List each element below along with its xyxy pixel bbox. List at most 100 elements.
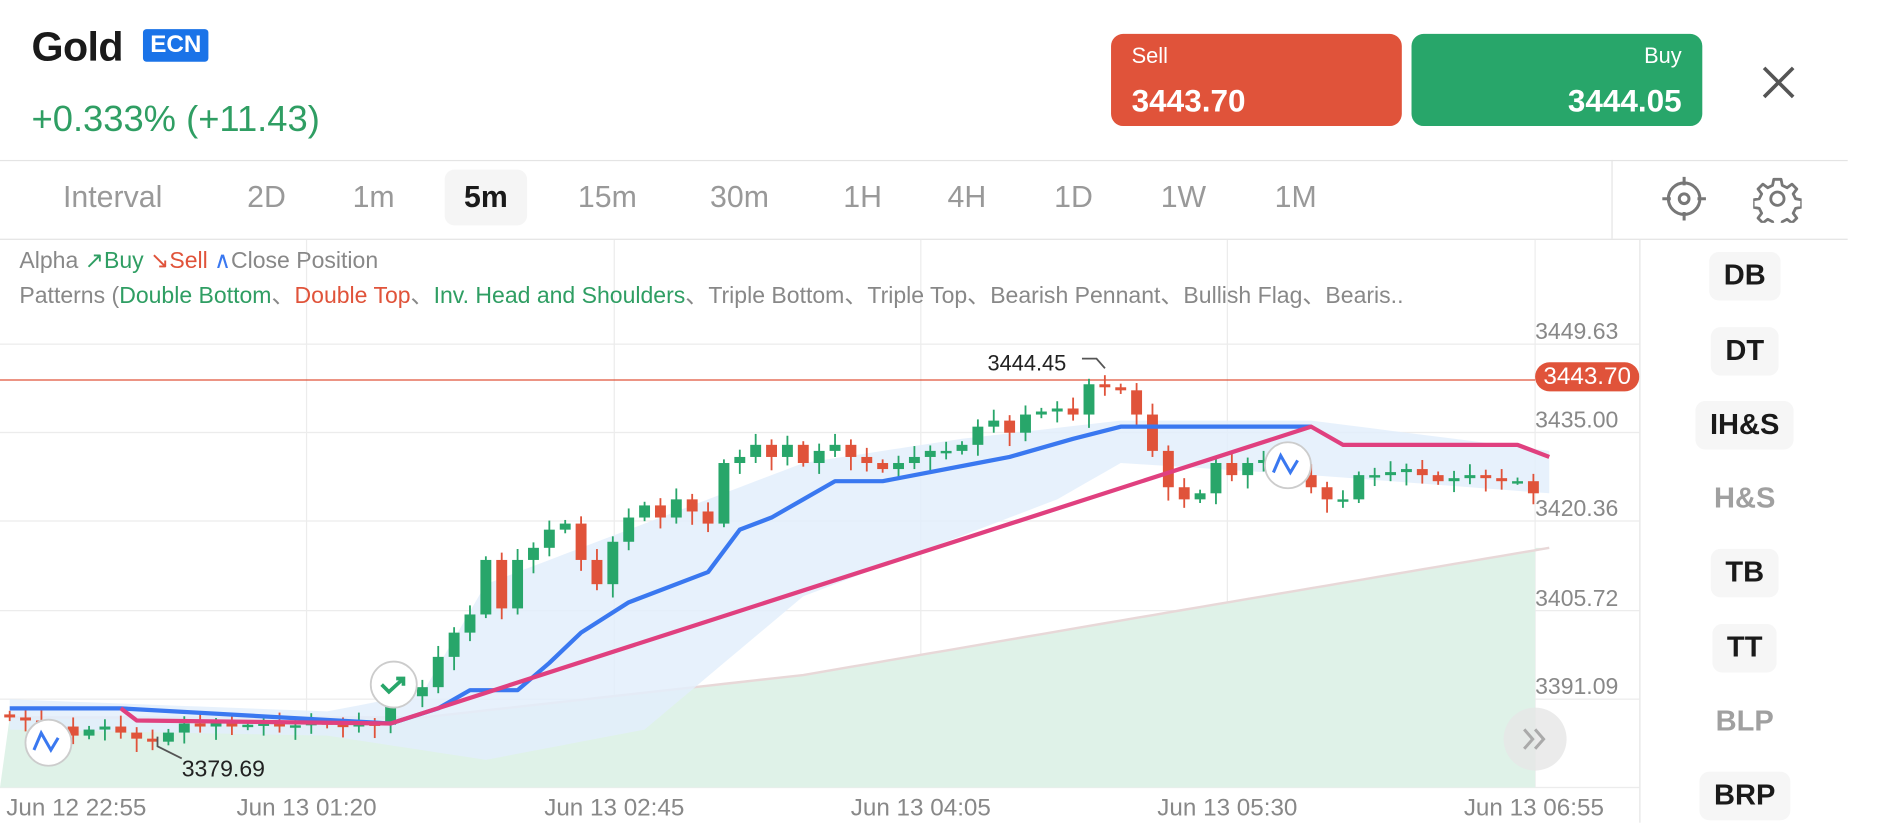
candle [1004,420,1016,433]
candle [162,732,174,742]
tab-interval-2D[interactable]: 2D [247,180,286,215]
x-axis-label: Jun 13 01:20 [236,794,377,822]
candle [1305,475,1317,488]
candle [1099,384,1111,388]
tab-interval-1M[interactable]: 1M [1274,180,1317,215]
candle [766,444,777,457]
x-axis-label: Jun 13 04:05 [850,794,991,822]
pattern-legend-item: Inv. Head and Shoulders [433,283,686,309]
candle [210,723,222,727]
candle [575,523,587,560]
candle [1115,387,1127,391]
sell-button[interactable]: Sell 3443.70 [1111,33,1402,127]
x-axis-label: Jun 13 02:45 [544,794,685,822]
crosshair-icon[interactable] [1660,174,1708,222]
candle [99,726,111,730]
candle [226,723,238,727]
candle [972,426,984,445]
candle [718,463,730,524]
candle [1067,408,1079,415]
candle [670,499,682,518]
candle [194,723,206,727]
tab-interval-4H[interactable]: 4H [947,180,987,215]
buy-signal-icon[interactable] [369,660,418,709]
candle [1226,463,1238,476]
pattern-legend-item: Double Bottom [119,283,272,309]
candle [385,699,397,725]
chevron-double-right-icon [1523,728,1546,750]
pattern-legend-item: 、 [410,283,434,309]
candle [829,444,841,451]
tab-interval-1W[interactable]: 1W [1160,180,1207,215]
close-position-legend: Close Position [230,248,379,274]
candle [1020,414,1031,433]
tab-interval-1m[interactable]: 1m [352,180,395,215]
buy-button[interactable]: Buy 3444.05 [1411,33,1703,127]
candle [448,632,460,657]
candle [147,738,158,742]
candle [416,687,428,697]
candle [1131,390,1143,415]
candle [131,732,143,739]
price-chart[interactable]: 3444.45 3379.69 [0,239,1640,823]
candle [480,559,492,615]
candle [178,723,190,733]
candle [639,505,651,518]
pattern-button-db[interactable]: DB [1709,252,1781,301]
candle [1162,450,1174,488]
candle [654,505,666,518]
tab-interval-15m[interactable]: 15m [577,180,637,215]
tab-interval-30m[interactable]: 30m [709,180,769,215]
tab-interval-5m[interactable]: 5m [444,169,528,226]
x-axis-label: Jun 12 22:55 [6,794,147,822]
buy-arrow-glyph [380,676,406,695]
candle [750,444,762,457]
pattern-button-blp[interactable]: BLP [1715,705,1774,738]
candle [4,714,16,718]
tab-interval-1H[interactable]: 1H [843,180,883,215]
scroll-right-button[interactable] [1503,707,1567,771]
interval-label: Interval [63,180,163,215]
candle [908,456,920,464]
candle [1083,384,1095,415]
y-axis-label: 3391.09 [1535,674,1619,701]
candle [496,559,508,609]
candle [686,499,698,512]
pattern-button-tb[interactable]: TB [1710,548,1779,598]
candle [115,726,127,733]
low-price-label: 3379.69 [182,756,265,782]
candle [1464,475,1476,479]
candle [1512,481,1523,484]
ecn-badge: ECN [142,29,209,62]
pattern-legend-item: 、Triple Bottom、Triple Top、Bearish Pennan… [685,283,1404,309]
patterns-prefix: Patterns ( [19,283,120,309]
x-axis-label: Jun 13 06:55 [1463,794,1604,822]
patterns-legend: Patterns (Double Bottom、Double Top、Inv. … [19,277,1643,310]
buy-price: 3444.05 [1567,82,1682,119]
divider [1611,159,1613,239]
tab-interval-1D[interactable]: 1D [1054,180,1093,215]
pattern-legend-item: 、 [271,283,295,309]
candle [797,444,809,464]
candle [1400,469,1412,473]
pattern-legend-item: Double Top [294,283,411,309]
pattern-button-tt[interactable]: TT [1712,623,1778,673]
candle [1353,475,1365,500]
pattern-button-ihs[interactable]: IH&S [1695,401,1794,450]
candle [734,456,746,464]
signal-line-pink [119,424,1551,726]
candle [274,723,285,727]
pattern-button-brp[interactable]: BRP [1699,771,1790,821]
candle [1385,472,1397,476]
high-leader-line [1081,357,1106,369]
pattern-button-hs[interactable]: H&S [1714,482,1776,515]
candle [528,547,539,560]
candle [591,559,603,585]
close-icon[interactable] [1754,58,1802,106]
candle [988,420,1000,427]
alpha-legend: Alpha ↗Buy ↘Sell ∧Close Position [19,247,378,275]
candle [1242,463,1254,476]
gear-icon[interactable] [1753,174,1802,223]
pattern-button-dt[interactable]: DT [1710,327,1779,376]
